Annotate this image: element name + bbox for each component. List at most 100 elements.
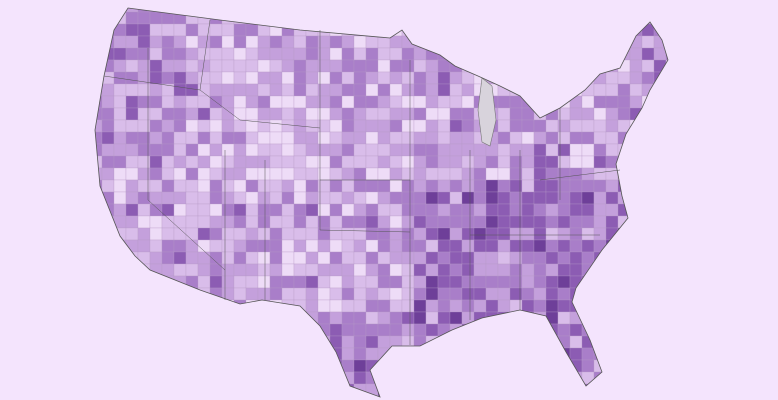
county-cell: [341, 131, 355, 145]
county-cell: [353, 335, 367, 349]
county-cell: [497, 215, 511, 229]
county-cell: [329, 323, 343, 337]
county-cell: [269, 35, 283, 49]
county-cell: [365, 107, 379, 121]
county-cell: [341, 83, 355, 97]
county-cell: [425, 251, 439, 265]
county-cell: [341, 287, 355, 301]
county-cell: [581, 359, 595, 373]
county-cell: [413, 143, 427, 157]
county-cell: [341, 179, 355, 193]
county-cell: [329, 179, 343, 193]
county-cell: [257, 215, 271, 229]
county-cell: [281, 155, 295, 169]
county-cell: [125, 143, 139, 157]
county-cell: [629, 83, 643, 97]
county-cell: [569, 239, 583, 253]
county-cell: [149, 251, 163, 265]
county-cell: [149, 47, 163, 61]
county-cell: [185, 203, 199, 217]
county-cell: [581, 215, 595, 229]
county-cell: [149, 191, 163, 205]
county-cell: [593, 179, 607, 193]
county-cell: [149, 23, 163, 37]
county-cell: [353, 371, 367, 385]
county-cell: [593, 155, 607, 169]
county-cell: [257, 203, 271, 217]
county-cell: [197, 143, 211, 157]
county-cell: [545, 287, 559, 301]
county-cell: [269, 215, 283, 229]
county-cell: [185, 143, 199, 157]
county-cell: [413, 239, 427, 253]
county-cell: [245, 83, 259, 97]
county-cell: [425, 131, 439, 145]
county-cell: [425, 191, 439, 205]
county-cell: [293, 47, 307, 61]
county-cell: [401, 167, 415, 181]
county-cell: [521, 251, 535, 265]
county-cell: [137, 35, 151, 49]
county-cell: [425, 155, 439, 169]
county-cell: [401, 95, 415, 109]
county-cell: [209, 107, 223, 121]
county-cell: [485, 263, 499, 277]
county-cell: [437, 143, 451, 157]
county-cell: [293, 59, 307, 73]
county-cell: [161, 239, 175, 253]
county-cell: [305, 143, 319, 157]
county-cell: [185, 227, 199, 241]
county-cell: [341, 299, 355, 313]
county-cell: [245, 35, 259, 49]
county-cell: [485, 167, 499, 181]
county-cell: [245, 107, 259, 121]
county-cell: [365, 299, 379, 313]
county-cell: [209, 191, 223, 205]
county-cell: [437, 71, 451, 85]
county-cell: [317, 263, 331, 277]
county-cell: [377, 107, 391, 121]
county-cell: [197, 179, 211, 193]
county-cell: [245, 287, 259, 301]
county-cell: [221, 251, 235, 265]
county-cell: [545, 119, 559, 133]
county-cell: [245, 191, 259, 205]
county-cell: [449, 131, 463, 145]
county-cell: [473, 263, 487, 277]
county-cell: [269, 263, 283, 277]
county-cell: [245, 71, 259, 85]
county-cell: [425, 203, 439, 217]
county-cell: [497, 263, 511, 277]
county-cell: [173, 215, 187, 229]
county-cell: [533, 143, 547, 157]
county-cell: [497, 143, 511, 157]
county-cell: [341, 323, 355, 337]
county-cell: [389, 323, 403, 337]
county-cell: [521, 263, 535, 277]
county-cell: [353, 59, 367, 73]
county-cell: [305, 155, 319, 169]
county-cell: [101, 167, 115, 181]
county-cell: [197, 239, 211, 253]
county-cell: [521, 131, 535, 145]
county-cell: [593, 203, 607, 217]
county-cell: [365, 95, 379, 109]
county-cell: [425, 299, 439, 313]
county-cell: [149, 59, 163, 73]
county-cell: [197, 155, 211, 169]
county-cell: [281, 143, 295, 157]
county-cell: [581, 143, 595, 157]
county-cell: [329, 143, 343, 157]
county-cell: [293, 215, 307, 229]
county-cell: [377, 167, 391, 181]
county-cell: [185, 71, 199, 85]
county-cell: [305, 35, 319, 49]
county-cell: [389, 263, 403, 277]
county-cell: [557, 203, 571, 217]
county-cell: [449, 143, 463, 157]
county-cell: [437, 83, 451, 97]
county-cell: [365, 203, 379, 217]
county-cell: [269, 203, 283, 217]
county-cell: [233, 119, 247, 133]
